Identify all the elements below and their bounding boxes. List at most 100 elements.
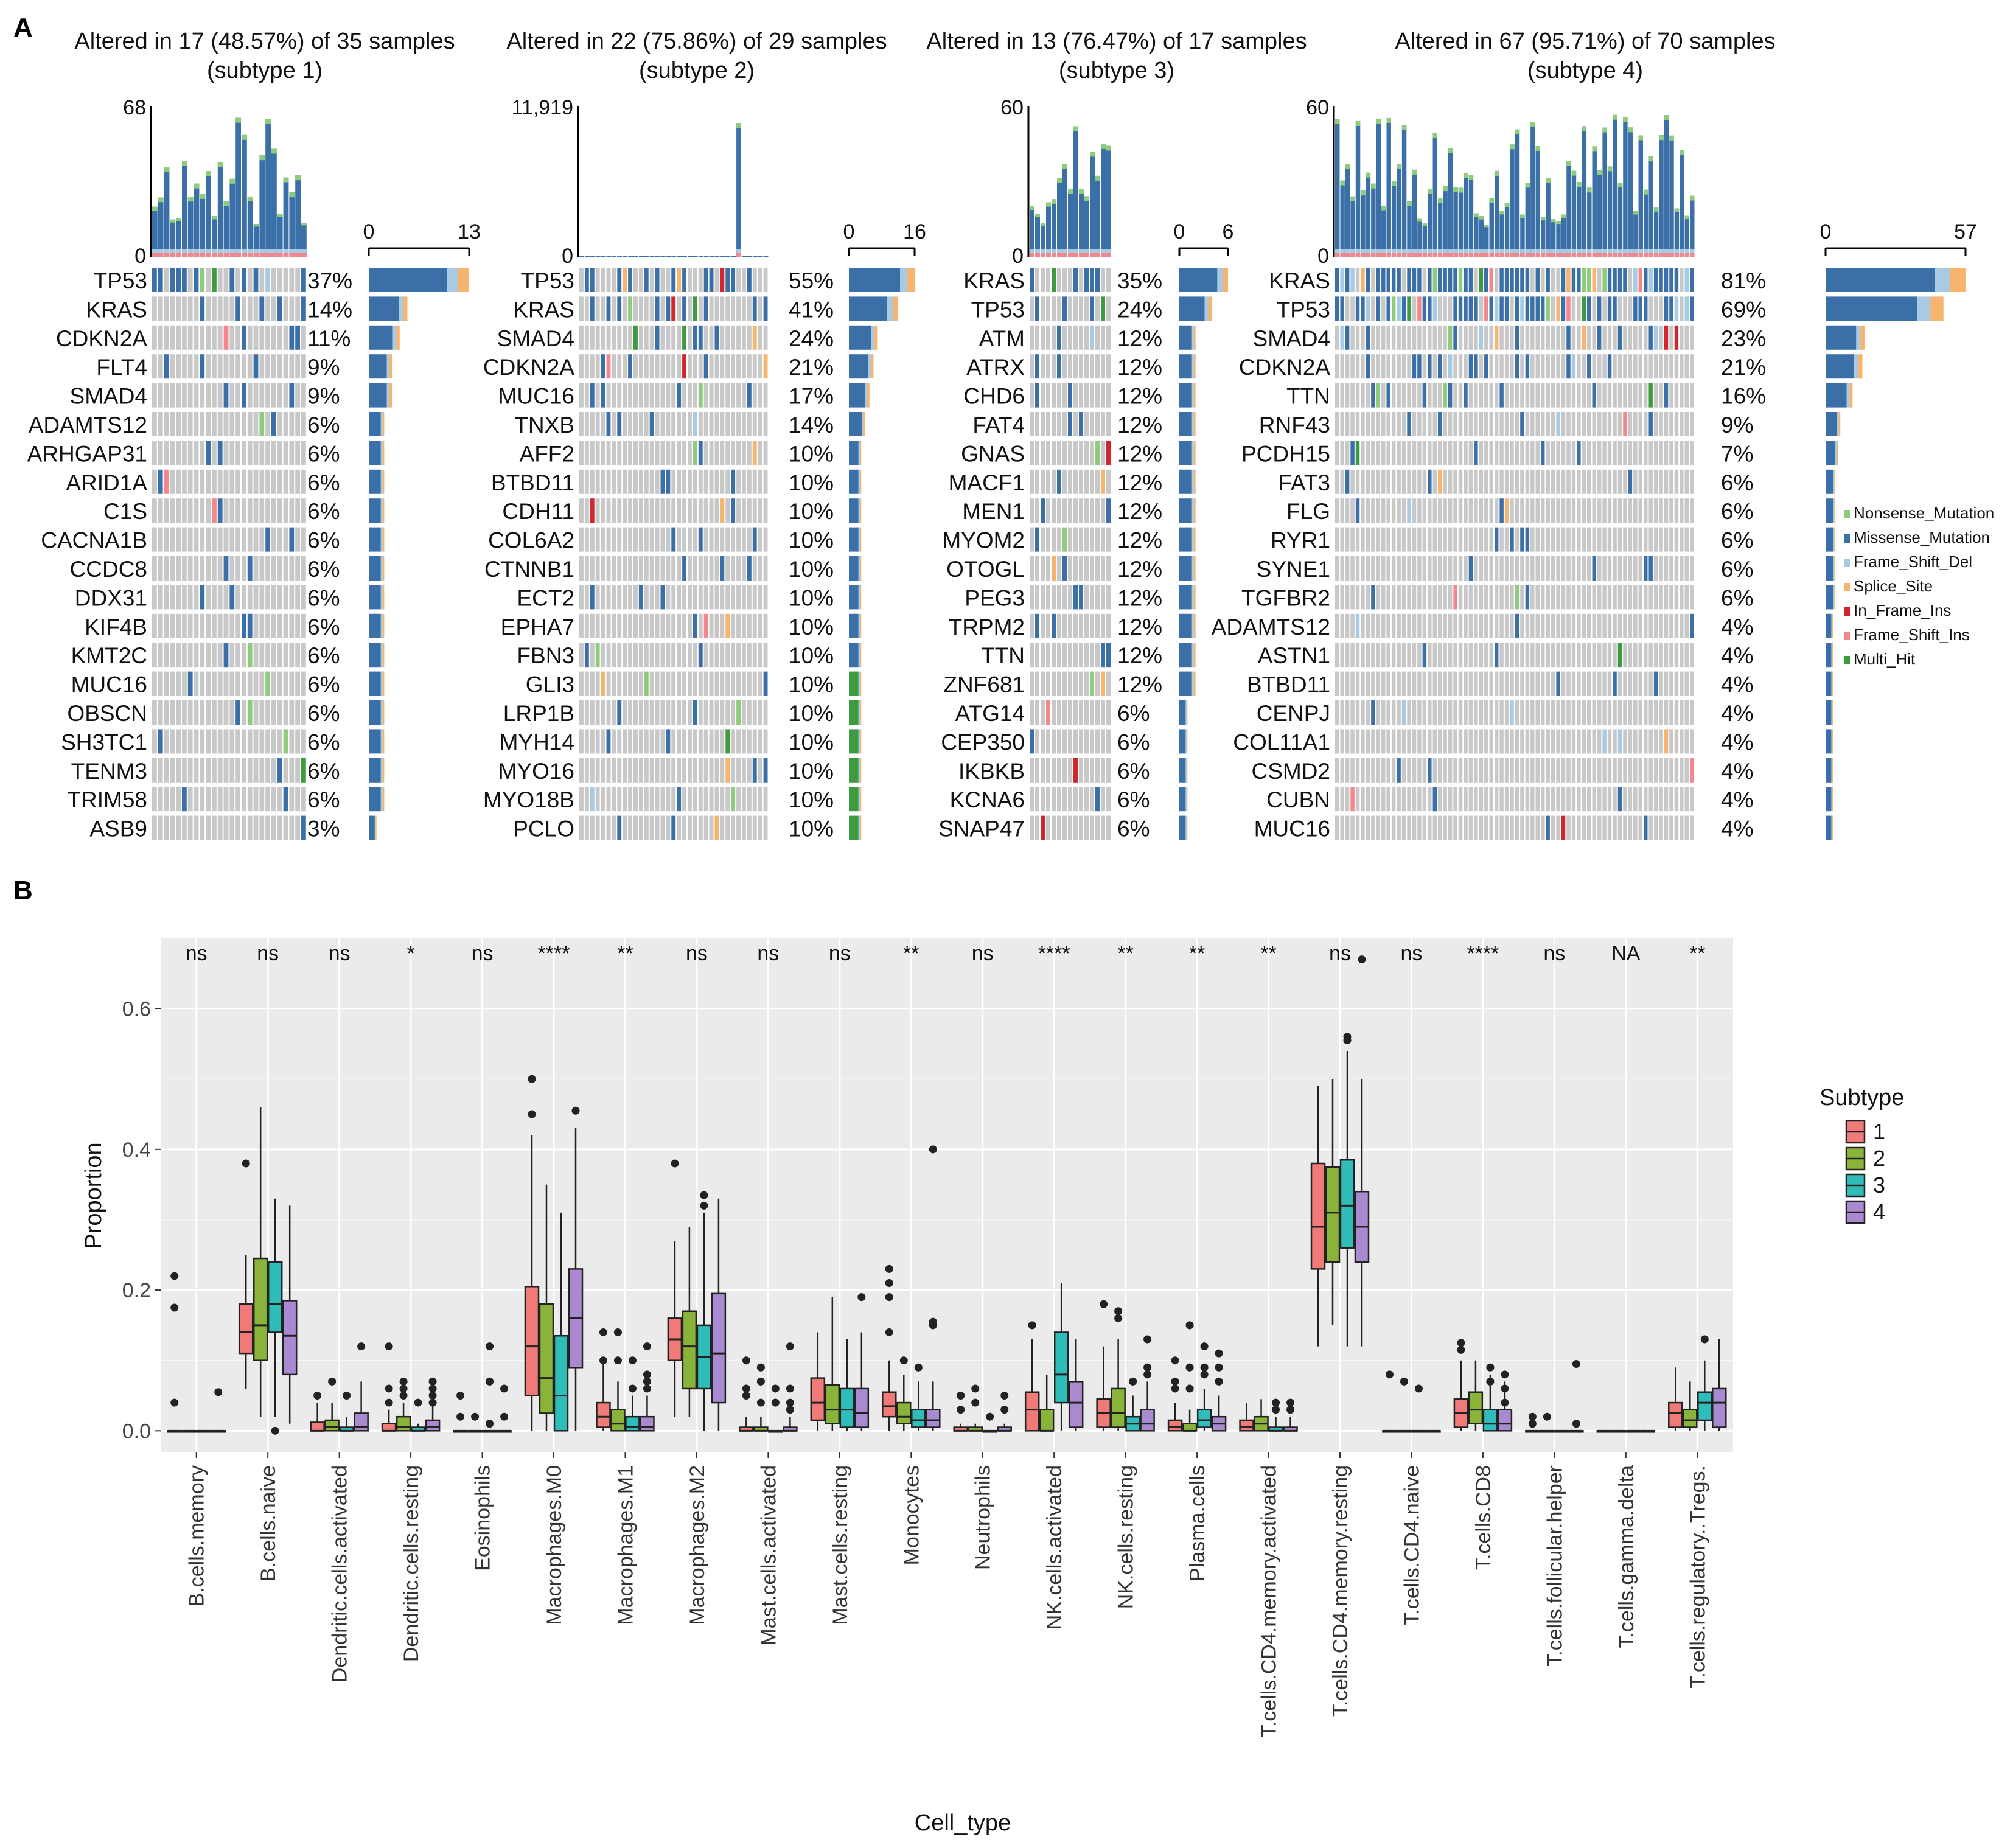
mutation-cell (628, 787, 632, 812)
mutation-cell (289, 613, 295, 638)
mutation-cell (1035, 758, 1039, 783)
mutation-cell (612, 585, 616, 610)
mutation-cell (1628, 585, 1633, 610)
mutation-cell (1613, 469, 1617, 494)
mutation-cell (1101, 585, 1105, 610)
mutation-cell (1468, 585, 1473, 610)
mutation-cell (1592, 729, 1596, 754)
mutation-cell (164, 700, 169, 725)
mutation-cell (1551, 498, 1555, 523)
mutation-cell (1350, 441, 1355, 465)
mutation-cell (283, 671, 288, 696)
tmb-bar-base (1057, 249, 1062, 253)
mutation-cell (666, 643, 671, 668)
mutation-cell (1084, 527, 1089, 552)
significance-label: ns (757, 942, 779, 965)
mutation-cell (763, 556, 768, 581)
count-bar-seg (1831, 787, 1832, 812)
tmb-bar (628, 256, 633, 257)
mutation-cell (253, 354, 259, 379)
mutation-cell (1422, 268, 1427, 292)
count-bar (1179, 729, 1186, 754)
mutation-cell (1617, 613, 1622, 638)
mutation-cell (606, 354, 611, 379)
count-bar-seg (858, 527, 860, 552)
mutation-cell (277, 296, 282, 321)
mutation-cell (1041, 700, 1045, 725)
mutation-cell (1432, 325, 1437, 350)
mutation-cell (1458, 354, 1463, 379)
count-bar (1179, 787, 1186, 812)
tmb-bar-base (1412, 249, 1417, 253)
outlier-point (599, 1328, 607, 1336)
mutation-cell (736, 585, 741, 610)
gene-label: MYO18B (483, 787, 574, 812)
mutation-cell (1479, 469, 1484, 494)
mutation-cell (253, 613, 259, 638)
mutation-cell (1052, 268, 1056, 292)
mutation-cell (628, 296, 632, 321)
mutation-cell (758, 815, 762, 840)
mutation-cell (1355, 787, 1360, 812)
mutation-cell (628, 412, 632, 436)
mutation-cell (1607, 412, 1612, 436)
count-bar (849, 383, 865, 408)
panel-label-b: B (13, 876, 33, 905)
mutation-cell (1556, 700, 1560, 725)
outlier-point (1114, 1314, 1123, 1322)
mutation-cell (612, 325, 616, 350)
mutation-cell (1090, 325, 1094, 350)
gene-percent: 6% (307, 701, 340, 726)
mutation-cell (617, 729, 622, 754)
mutation-cell (176, 758, 181, 783)
mutation-cell (1386, 354, 1390, 379)
outlier-point (1114, 1307, 1123, 1316)
mutation-cell (1428, 296, 1432, 321)
mutation-cell (1474, 268, 1478, 292)
mutation-cell (1386, 268, 1390, 292)
mutation-cell (1345, 325, 1350, 350)
mutation-cell (736, 815, 741, 840)
mutation-cell (1684, 671, 1689, 696)
tmb-bar (1355, 120, 1361, 257)
tmb-bar-cap (200, 194, 206, 199)
mutation-cell (1106, 815, 1111, 840)
mutation-cell (714, 700, 719, 725)
mutation-cell (1659, 296, 1663, 321)
mutation-cell (247, 325, 253, 350)
x-tick-label: Eosinophils (472, 1465, 495, 1571)
mutation-cell (1638, 815, 1642, 840)
mutation-cell (720, 643, 725, 668)
mutation-cell (1030, 613, 1034, 638)
mutation-cell (289, 498, 295, 523)
mutation-cell (731, 296, 736, 321)
mutation-cell (182, 441, 187, 465)
tmb-bar-base2 (1417, 253, 1422, 257)
tmb-bar (682, 256, 687, 257)
tmb-bar-base2 (1335, 253, 1340, 257)
tmb-bar (1628, 127, 1633, 257)
mutation-cell (1607, 758, 1612, 783)
tmb-bar (1474, 213, 1479, 257)
mutation-cell (1577, 498, 1581, 523)
gene-label: TP53 (94, 268, 147, 293)
mutation-cell (1090, 815, 1094, 840)
mutation-cell (714, 412, 719, 436)
mutation-cell (1335, 296, 1339, 321)
mutation-cell (1057, 815, 1061, 840)
mutation-cell (1371, 268, 1375, 292)
mutation-cell (212, 585, 217, 610)
count-bar (849, 441, 859, 465)
outlier-point (1143, 1370, 1152, 1379)
outlier-point (170, 1398, 179, 1407)
mutation-cell (164, 412, 169, 436)
count-bar-seg (389, 354, 392, 379)
mutation-cell (1407, 700, 1411, 725)
mutation-cell (206, 498, 211, 523)
mutation-cell (1366, 527, 1370, 552)
mutation-cell (1551, 815, 1555, 840)
mutation-cell (742, 412, 746, 436)
tmb-bar (703, 256, 709, 257)
mutation-cell (666, 325, 671, 350)
tmb-bar (194, 183, 200, 257)
